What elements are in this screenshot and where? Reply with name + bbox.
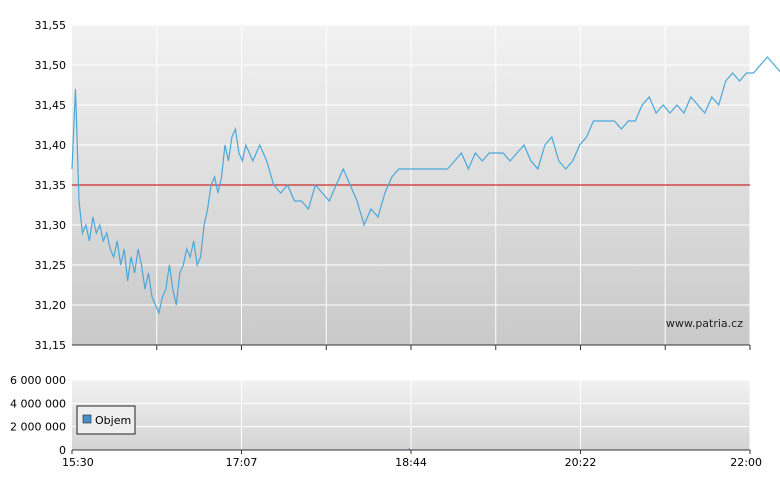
x-tick-label: 18:44 xyxy=(395,456,427,469)
price-series-line xyxy=(71,56,780,315)
legend-label: Objem xyxy=(95,414,131,427)
price-y-tick-label: 31,20 xyxy=(35,299,67,312)
x-ticks: 15:30 17:07 18:44 20:22 22:00 xyxy=(62,450,762,469)
volume-y-ticks: 0 2 000 000 4 000 000 6 000 000 xyxy=(10,374,66,457)
legend: Objem xyxy=(76,405,136,435)
volume-y-tick-label: 6 000 000 xyxy=(10,374,66,387)
volume-y-tick-label: 0 xyxy=(59,444,66,457)
legend-swatch xyxy=(82,414,92,424)
x-tick-label: 20:22 xyxy=(565,456,597,469)
price-y-tick-label: 31,15 xyxy=(35,339,67,352)
price-y-ticks: 31,15 31,20 31,25 31,30 31,35 31,40 31,45 31,50… xyxy=(35,19,67,352)
volume-bar xyxy=(408,448,410,450)
x-tick-label: 15:30 xyxy=(62,456,94,469)
price-y-tick-label: 31,50 xyxy=(35,59,67,72)
volume-bars xyxy=(408,448,410,450)
price-y-tick-label: 31,45 xyxy=(35,99,67,112)
price-y-tick-label: 31,40 xyxy=(35,139,67,152)
watermark: www.patria.cz xyxy=(666,317,743,330)
price-y-tick-label: 31,55 xyxy=(35,19,67,32)
volume-y-tick-label: 4 000 000 xyxy=(10,397,66,410)
x-tick-label: 17:07 xyxy=(226,456,258,469)
price-y-tick-label: 31,35 xyxy=(35,179,67,192)
volume-grid xyxy=(72,379,751,450)
volume-y-tick-label: 2 000 000 xyxy=(10,421,66,434)
price-y-tick-label: 31,25 xyxy=(35,259,67,272)
price-y-tick-label: 31,30 xyxy=(35,219,67,232)
x-tick-label: 22:00 xyxy=(730,456,762,469)
